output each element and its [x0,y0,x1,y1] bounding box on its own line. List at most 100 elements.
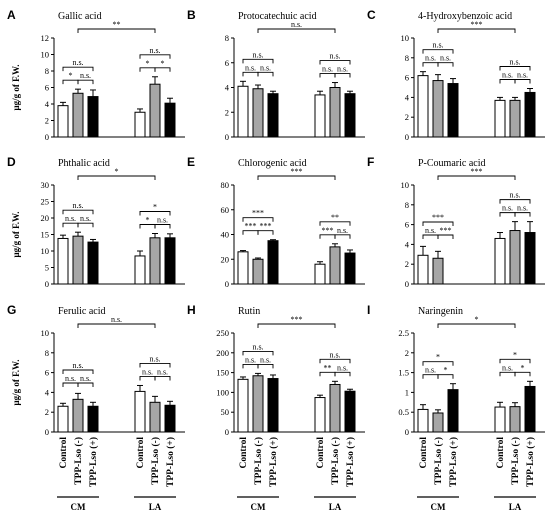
significance-label: n.s. [245,355,256,364]
y-tick-label: 4 [405,239,410,249]
x-category-label: Control [136,437,146,469]
bar-cm-0 [417,254,429,285]
panel-title: Chlorogenic acid [238,158,307,169]
bar-cm-1 [432,80,444,138]
bar-la-2 [344,252,356,285]
bar-cm-0 [237,251,249,285]
y-tick-label: 6 [45,368,49,378]
y-tick-label: 0 [225,279,229,289]
y-tick-label: 20 [221,254,230,264]
y-tick-label: 40 [221,230,230,240]
significance-label: n.s. [337,226,348,235]
significance-bracket [334,73,351,78]
significance-bracket [77,79,94,85]
significance-label: n.s. [149,46,160,55]
y-tick-label: 250 [216,328,229,338]
y-tick-label: 0 [225,427,229,437]
significance-label: *** [260,222,272,231]
significance-bracket [319,73,336,78]
x-category-label: TPP-Lso (-) [150,437,161,485]
significance-bracket [77,28,156,33]
bar-cm-0 [57,405,69,433]
bar-cm-2 [267,93,279,138]
significance-label: n.s. [157,216,168,225]
significance-bracket [422,221,454,226]
x-category-label: TPP-Lso (-) [73,437,84,485]
significance-bracket [334,234,351,239]
bar-la-1 [149,83,161,138]
group-label: LA [509,502,522,512]
bar-la-1 [329,383,341,433]
significance-bracket [62,79,79,85]
panel-b: B Protocatechuic acid 0 2 4 6 8 n.s. n.s. n.s. n.s… [187,8,365,142]
x-category-label: TPP-Lso (-) [330,437,341,485]
significance-label: ** [324,363,332,372]
significance-label: n.s. [72,58,83,67]
y-tick-label: 2 [45,116,49,126]
x-category-label: Control [59,437,69,469]
significance-bracket [514,79,531,84]
significance-label: * [146,216,150,225]
bar-la-0 [314,263,326,285]
y-tick-label: 10 [41,328,50,338]
significance-bracket [422,361,454,366]
significance-bracket [319,234,336,239]
significance-bracket [437,234,454,239]
y-tick-label: 200 [216,348,229,358]
group-label: CM [431,502,446,512]
significance-label: * [146,59,150,68]
significance-bracket [334,371,351,377]
panel-letter: E [187,155,195,169]
significance-label: n.s. [80,214,91,223]
significance-bracket [257,230,274,235]
significance-label: n.s. [425,54,436,63]
significance-bracket [139,67,156,72]
y-tick-label: 8 [45,66,49,76]
y-tick-label: 8 [45,348,49,358]
bar-cm-2 [447,83,459,138]
x-category-label: TPP-Lso (+) [448,437,459,487]
panel-title: Ferulic acid [58,306,105,317]
bar-la-1 [509,99,521,138]
bar-cm-0 [417,75,429,138]
y-tick-label: 1.5 [398,368,409,378]
significance-bracket [77,222,94,228]
y-tick-label: 100 [216,387,229,397]
y-axis-label: μg/g of F.W. [11,360,21,406]
significance-bracket [139,376,156,381]
significance-bracket [242,230,259,235]
significance-label: n.s. [337,363,348,372]
significance-bracket [139,211,171,216]
significance-bracket [319,371,336,377]
y-tick-label: 2.5 [398,328,409,338]
significance-bracket [257,363,274,369]
bar-la-2 [164,404,176,433]
significance-bracket [139,54,171,59]
significance-bracket [319,221,351,226]
significance-bracket [77,175,156,180]
y-tick-label: 10 [401,180,410,190]
x-category-label: TPP-Lso (+) [165,437,176,487]
panel-letter: A [7,8,16,22]
significance-label: n.s. [517,204,528,213]
bar-la-2 [164,237,176,285]
bar-cm-1 [252,88,264,138]
bar-cm-1 [432,412,444,433]
significance-label: n.s. [65,214,76,223]
significance-label: n.s. [111,315,122,324]
x-category-label: TPP-Lso (+) [525,437,536,487]
y-tick-label: 0 [45,427,49,437]
y-tick-label: 4 [405,92,410,102]
significance-label: *** [432,213,444,222]
y-tick-label: 0 [405,279,409,289]
significance-label: n.s. [252,50,263,59]
significance-label: n.s. [509,57,520,66]
significance-label: n.s. [65,374,76,383]
significance-label: n.s. [337,65,348,74]
bar-la-0 [134,255,146,285]
significance-bracket [242,71,259,77]
significance-label: * [115,167,119,176]
group-label: LA [149,502,162,512]
significance-bracket [62,382,79,387]
